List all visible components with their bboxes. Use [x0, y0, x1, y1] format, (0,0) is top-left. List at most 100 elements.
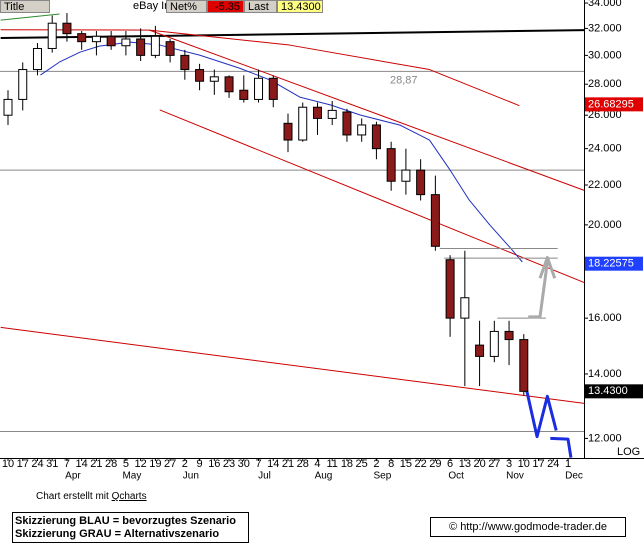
x-tick-label: 5: [123, 458, 129, 470]
candle-body: [18, 69, 28, 100]
candle-body: [3, 98, 13, 116]
candle-body: [224, 76, 234, 93]
candle-body: [519, 339, 529, 392]
month-label: Apr: [65, 471, 81, 482]
month-label: Aug: [315, 471, 333, 482]
overlay-line: [159, 109, 585, 284]
candle-body: [32, 47, 42, 71]
candle-body: [77, 33, 87, 43]
y-tick-label: 12.000: [588, 432, 622, 444]
last-label: Last: [244, 0, 277, 13]
credit-text: Chart erstellt mit: [36, 491, 109, 502]
x-tick-label: 22: [415, 458, 427, 470]
scale-label: LOG: [617, 446, 640, 458]
x-tick-label: 24: [31, 458, 43, 470]
x-tick-label: 11: [326, 458, 337, 470]
y-tick-label: 32.000: [588, 22, 622, 34]
x-tick-label: 14: [267, 458, 279, 470]
y-tick-label: 24.000: [588, 143, 622, 155]
x-tick-label: 3: [506, 458, 512, 470]
month-label: Jul: [258, 471, 271, 482]
x-tick-label: 14: [76, 458, 88, 470]
overlay-line: [149, 29, 585, 191]
candle-body: [504, 330, 514, 341]
candle-body: [106, 35, 116, 47]
net-value: -5.35: [207, 0, 244, 13]
candle-body: [416, 169, 426, 196]
x-tick-label: 19: [149, 458, 161, 470]
y-tick-label: 26.000: [588, 109, 622, 121]
candle-body: [460, 297, 470, 319]
y-tick-label: 34.000: [588, 0, 622, 9]
month-label: Nov: [506, 471, 524, 482]
x-tick-label: 4: [314, 458, 320, 470]
month-label: May: [122, 471, 141, 482]
candle-body: [47, 22, 57, 49]
net-label: Net%: [166, 0, 207, 13]
candle-body: [165, 41, 175, 56]
candle-body: [136, 38, 146, 56]
copyright: © http://www.godmode-trader.de: [430, 517, 626, 537]
month-label: Dec: [565, 471, 583, 482]
overlay-line: [40, 41, 523, 263]
x-tick-label: 7: [64, 458, 70, 470]
candle-body: [239, 89, 249, 100]
x-tick-label: 28: [297, 458, 309, 470]
candle-body: [298, 106, 308, 141]
overlay-line: [538, 255, 557, 279]
x-tick-label: 2: [373, 458, 379, 470]
candle-body: [195, 69, 205, 82]
x-tick-label: 6: [447, 458, 453, 470]
price-label: 18.22575: [588, 258, 634, 270]
candle-body: [121, 38, 131, 47]
candle-body: [150, 35, 160, 56]
x-tick-label: 18: [341, 458, 353, 470]
candle-body: [91, 35, 101, 43]
credit: Chart erstellt mit Qcharts: [36, 491, 147, 502]
candle-body: [342, 111, 352, 136]
x-tick-label: 23: [223, 458, 235, 470]
y-tick-label: 20.000: [588, 219, 622, 231]
legend-line: Skizzierung BLAU = bevorzugtes Szenario: [15, 515, 236, 527]
month-label: Oct: [448, 471, 464, 482]
annotation: 28,87: [390, 74, 418, 86]
x-tick-label: 2: [182, 458, 188, 470]
month-label: Jun: [183, 471, 199, 482]
candle-body: [327, 109, 337, 119]
x-tick-label: 31: [46, 458, 58, 470]
candle-body: [254, 77, 264, 100]
candle-body: [283, 122, 293, 141]
y-tick-label: 22.000: [588, 179, 622, 191]
credit-link[interactable]: Qcharts: [111, 491, 147, 502]
x-tick-label: 29: [429, 458, 441, 470]
x-tick-label: 10: [2, 458, 14, 470]
price-label: 26.68295: [588, 98, 634, 110]
candle-body: [209, 76, 219, 82]
candle-body: [430, 194, 440, 247]
candle-body: [357, 124, 367, 136]
legend-line: Skizzierung GRAU = Alternativszenario: [15, 528, 220, 540]
price-label: 13.4300: [588, 385, 628, 397]
candle-body: [62, 22, 72, 35]
x-tick-label: 1: [565, 458, 571, 470]
x-tick-label: 30: [238, 458, 250, 470]
y-tick-label: 28.000: [588, 78, 622, 90]
month-label: Sep: [374, 471, 392, 482]
overlay-line: [550, 436, 573, 458]
x-tick-label: 28: [105, 458, 117, 470]
x-tick-label: 27: [164, 458, 176, 470]
title-box: Title: [0, 0, 50, 13]
overlay-line: [528, 261, 549, 319]
candle-body: [268, 77, 278, 100]
x-tick-label: 13: [459, 458, 471, 470]
candle-body: [445, 259, 455, 319]
x-tick-label: 9: [197, 458, 203, 470]
y-tick-label: 14.000: [588, 368, 622, 380]
x-tick-label: 15: [400, 458, 412, 470]
overlay-line: [0, 29, 520, 107]
candle-body: [475, 344, 485, 357]
overlay-line: [525, 390, 558, 439]
x-tick-label: 20: [473, 458, 485, 470]
overlay-line: [0, 13, 60, 21]
